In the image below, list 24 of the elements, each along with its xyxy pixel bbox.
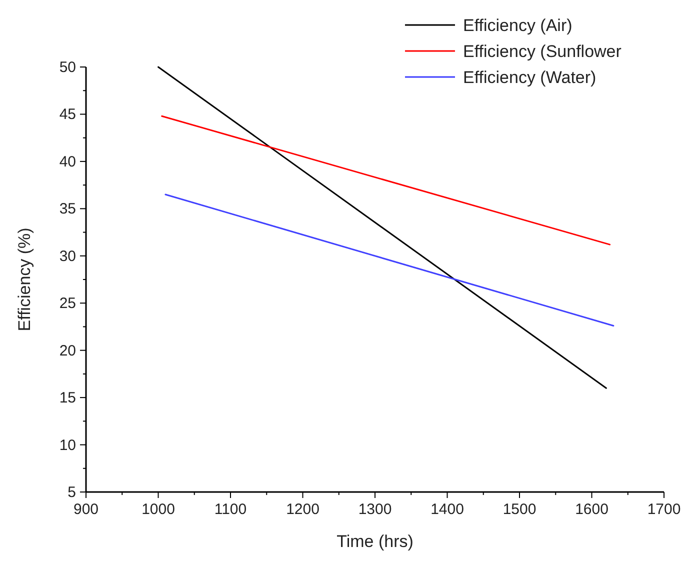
x-axis-title: Time (hrs)	[336, 532, 414, 551]
legend-label: Efficiency (Air)	[463, 16, 572, 35]
legend-label: Efficiency (Sunflower	[463, 42, 622, 61]
x-tick-label: 1500	[502, 501, 536, 518]
y-tick-label: 20	[59, 342, 76, 360]
y-tick-label: 50	[59, 59, 76, 76]
y-tick-label: 35	[59, 200, 76, 218]
y-tick-label: 30	[59, 248, 76, 265]
legend-label: Efficiency (Water)	[463, 68, 596, 87]
y-tick-label: 40	[59, 153, 76, 170]
x-tick-label: 1300	[358, 501, 392, 518]
x-tick-label: 900	[73, 501, 99, 518]
x-tick-label: 1700	[647, 501, 681, 518]
y-tick-label: 45	[59, 106, 76, 124]
x-tick-label: 1600	[575, 501, 608, 518]
y-tick-label: 15	[59, 390, 76, 407]
x-tick-label: 1100	[214, 501, 247, 518]
y-tick-label: 10	[59, 436, 76, 454]
x-tick-label: 1400	[430, 501, 464, 518]
x-tick-label: 1000	[142, 501, 175, 518]
y-tick-label: 5	[68, 484, 76, 501]
x-tick-label: 1200	[286, 501, 320, 518]
y-tick-label: 25	[59, 295, 76, 312]
y-axis-title: Efficiency (%)	[15, 228, 34, 332]
